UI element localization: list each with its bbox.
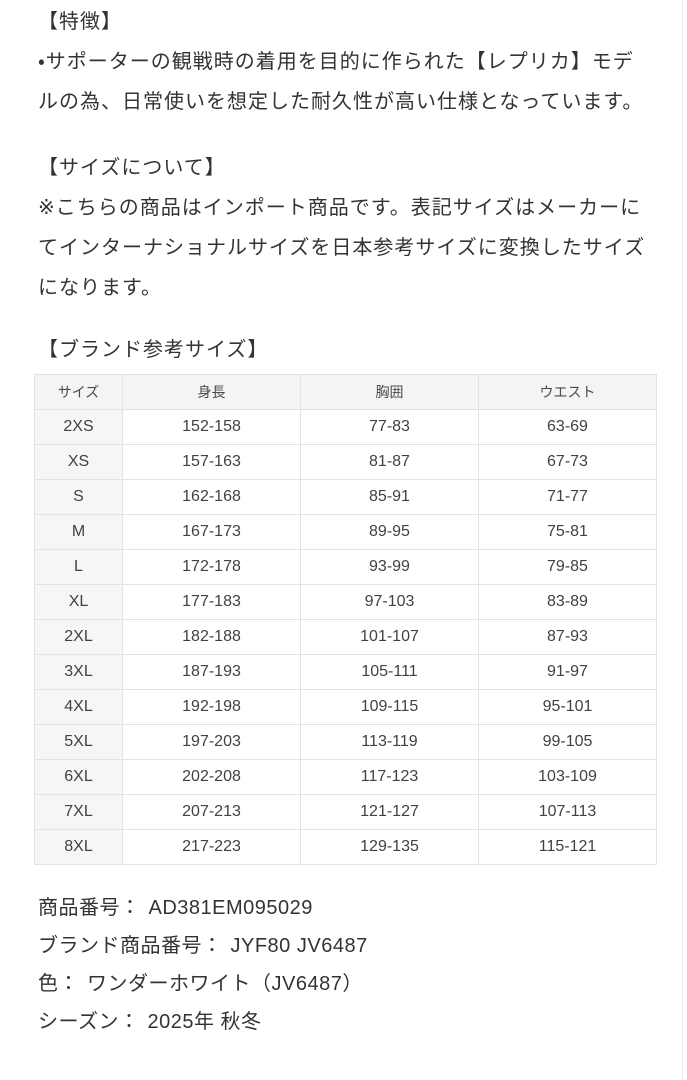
size-row: 3XL 187-193 105-111 91-97 (34, 654, 657, 690)
size-note-section: 【サイズについて】 ※こちらの商品はインポート商品です。表記サイズはメーカーにて… (38, 148, 651, 308)
measure-cell: 152-158 (122, 409, 301, 445)
size-row: 5XL 197-203 113-119 99-105 (34, 724, 657, 760)
color-value: ワンダーホワイト（JV6487） (87, 973, 363, 995)
product-details-section: 商品番号： AD381EM095029 ブランド商品番号： JYF80 JV6487… (38, 889, 651, 1041)
measure-cell: 91-97 (478, 654, 657, 690)
measure-cell: 83-89 (478, 584, 657, 620)
brand-product-number-label: ブランド商品番号： (38, 935, 223, 957)
measure-cell: 105-111 (300, 654, 479, 690)
measure-cell: 81-87 (300, 444, 479, 480)
season-value: 2025年 秋冬 (147, 1011, 262, 1033)
features-heading: 【特徴】 (38, 11, 122, 33)
features-section: 【特徴】 ・サポーターの観戦時の着用を目的に作られた【レプリカ】モデルの為、日常… (38, 2, 651, 122)
column-header: 胸囲 (300, 374, 479, 410)
measure-cell: 77-83 (300, 409, 479, 445)
size-row: 8XL 217-223 129-135 115-121 (34, 829, 657, 865)
measure-cell: 95-101 (478, 689, 657, 725)
brand-product-number-row: ブランド商品番号： JYF80 JV6487 (38, 927, 651, 965)
product-number-row: 商品番号： AD381EM095029 (38, 889, 651, 927)
measure-cell: 182-188 (122, 619, 301, 655)
column-header: ウエスト (478, 374, 657, 410)
size-row: XS 157-163 81-87 67-73 (34, 444, 657, 480)
measure-cell: 192-198 (122, 689, 301, 725)
measure-cell: 167-173 (122, 514, 301, 550)
measure-cell: 121-127 (300, 794, 479, 830)
color-row: 色： ワンダーホワイト（JV6487） (38, 965, 651, 1003)
measure-cell: 197-203 (122, 724, 301, 760)
measure-cell: 107-113 (478, 794, 657, 830)
measure-cell: 187-193 (122, 654, 301, 690)
measure-cell: 177-183 (122, 584, 301, 620)
measure-cell: 97-103 (300, 584, 479, 620)
product-number-value: AD381EM095029 (148, 897, 313, 919)
measure-cell: 157-163 (122, 444, 301, 480)
size-row: S 162-168 85-91 71-77 (34, 479, 657, 515)
size-row: 4XL 192-198 109-115 95-101 (34, 689, 657, 725)
size-row: 2XS 152-158 77-83 63-69 (34, 409, 657, 445)
page-edge-divider (682, 0, 683, 1080)
size-label-cell: 5XL (34, 724, 123, 760)
table-body: 2XS 152-158 77-83 63-69 XS 157-163 81-87 67-73 S… (34, 409, 657, 865)
measure-cell: 85-91 (300, 479, 479, 515)
measure-cell: 202-208 (122, 759, 301, 795)
table-header-row: サイズ 身長 胸囲 ウエスト (34, 374, 657, 410)
measure-cell: 63-69 (478, 409, 657, 445)
brand-size-heading: 【ブランド参考サイズ】 (38, 339, 269, 361)
size-label-cell: 3XL (34, 654, 123, 690)
measure-cell: 109-115 (300, 689, 479, 725)
measure-cell: 79-85 (478, 549, 657, 585)
measure-cell: 75-81 (478, 514, 657, 550)
content-area: 【特徴】 ・サポーターの観戦時の着用を目的に作られた【レプリカ】モデルの為、日常… (34, 2, 657, 1041)
measure-cell: 101-107 (300, 619, 479, 655)
size-label-cell: 2XL (34, 619, 123, 655)
measure-cell: 89-95 (300, 514, 479, 550)
season-label: シーズン： (38, 1011, 140, 1033)
measure-cell: 87-93 (478, 619, 657, 655)
size-label-cell: 7XL (34, 794, 123, 830)
size-label-cell: 6XL (34, 759, 123, 795)
size-row: XL 177-183 97-103 83-89 (34, 584, 657, 620)
size-row: L 172-178 93-99 79-85 (34, 549, 657, 585)
column-header: サイズ (34, 374, 123, 410)
size-label-cell: 4XL (34, 689, 123, 725)
brand-product-number-value: JYF80 JV6487 (230, 935, 368, 957)
measure-cell: 71-77 (478, 479, 657, 515)
column-header: 身長 (122, 374, 301, 410)
brand-size-section: 【ブランド参考サイズ】 サイズ 身長 胸囲 ウエスト 2XS 152-158 77-83 6… (34, 330, 657, 865)
measure-cell: 162-168 (122, 479, 301, 515)
measure-cell: 117-123 (300, 759, 479, 795)
measure-cell: 67-73 (478, 444, 657, 480)
size-row: 2XL 182-188 101-107 87-93 (34, 619, 657, 655)
measure-cell: 217-223 (122, 829, 301, 865)
size-row: 6XL 202-208 117-123 103-109 (34, 759, 657, 795)
size-label-cell: 8XL (34, 829, 123, 865)
size-note-body: ※こちらの商品はインポート商品です。表記サイズはメーカーにてインターナショナルサ… (38, 197, 646, 299)
size-label-cell: XS (34, 444, 123, 480)
measure-cell: 113-119 (300, 724, 479, 760)
season-row: シーズン： 2025年 秋冬 (38, 1003, 651, 1041)
size-row: 7XL 207-213 121-127 107-113 (34, 794, 657, 830)
color-label: 色： (38, 973, 79, 995)
measure-cell: 115-121 (478, 829, 657, 865)
size-note-heading: 【サイズについて】 (38, 157, 226, 179)
brand-size-table: サイズ 身長 胸囲 ウエスト 2XS 152-158 77-83 63-69 XS 157-16… (34, 374, 657, 865)
size-label-cell: 2XS (34, 409, 123, 445)
size-label-cell: L (34, 549, 123, 585)
measure-cell: 172-178 (122, 549, 301, 585)
product-number-label: 商品番号： (38, 897, 141, 919)
size-row: M 167-173 89-95 75-81 (34, 514, 657, 550)
measure-cell: 103-109 (478, 759, 657, 795)
measure-cell: 207-213 (122, 794, 301, 830)
measure-cell: 129-135 (300, 829, 479, 865)
measure-cell: 99-105 (478, 724, 657, 760)
size-label-cell: M (34, 514, 123, 550)
features-body: ・サポーターの観戦時の着用を目的に作られた【レプリカ】モデルの為、日常使いを想定… (38, 51, 644, 113)
measure-cell: 93-99 (300, 549, 479, 585)
size-label-cell: XL (34, 584, 123, 620)
size-label-cell: S (34, 479, 123, 515)
